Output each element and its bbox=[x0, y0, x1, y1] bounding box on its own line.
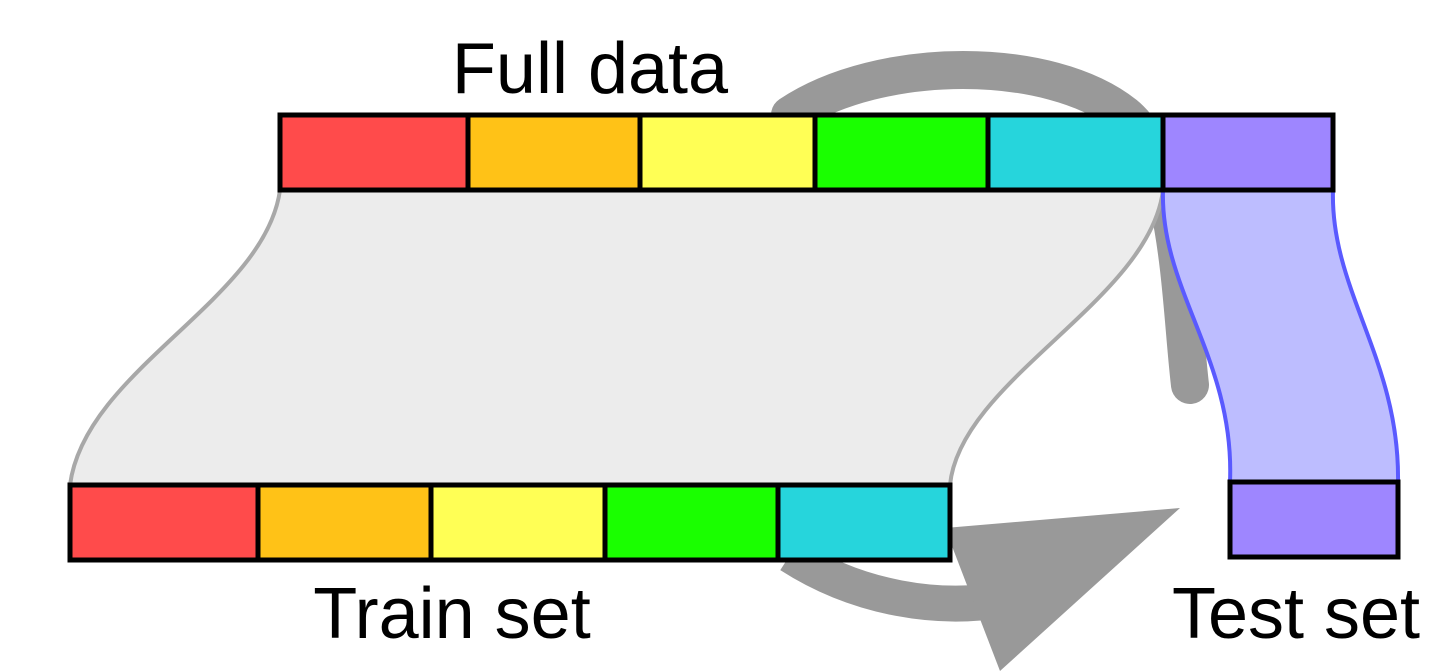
test-set-segment-purple bbox=[1227, 479, 1401, 560]
test-set-bar bbox=[1227, 479, 1401, 560]
full-data-segment-green bbox=[812, 112, 991, 193]
train-set-segment-orange bbox=[255, 482, 434, 563]
train-set-label: Train set bbox=[313, 574, 590, 654]
train-set-segment-green bbox=[602, 482, 781, 563]
train-set-bar bbox=[67, 482, 953, 563]
rotation-arrow-head bbox=[945, 508, 1180, 671]
train-flow-band bbox=[67, 188, 1166, 487]
full-data-segment-cyan bbox=[985, 112, 1166, 193]
full-data-bar bbox=[277, 112, 1336, 193]
full-data-segment-orange bbox=[465, 112, 643, 193]
full-data-segment-yellow bbox=[637, 112, 818, 193]
test-set-label: Test set bbox=[1172, 574, 1420, 654]
full-data-segment-red bbox=[277, 112, 471, 193]
train-set-segment-cyan bbox=[775, 482, 953, 563]
full-data-label: Full data bbox=[452, 29, 729, 109]
full-data-segment-purple bbox=[1160, 112, 1336, 193]
train-set-segment-yellow bbox=[428, 482, 608, 563]
train-set-segment-red bbox=[67, 482, 261, 563]
